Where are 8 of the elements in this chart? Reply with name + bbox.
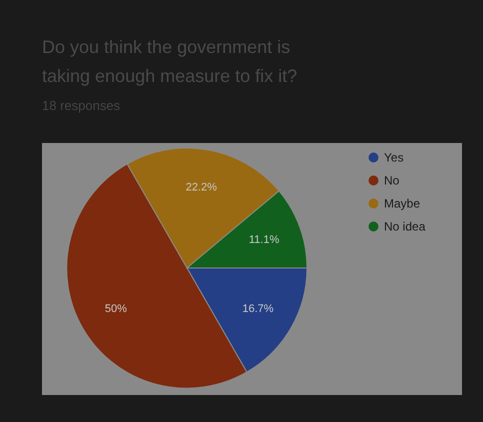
data-label: 16.7% xyxy=(242,303,274,316)
legend-label: No idea xyxy=(384,220,426,234)
data-label: 22.2% xyxy=(186,181,218,194)
legend-label: Yes xyxy=(384,150,404,164)
legend-label: No xyxy=(384,174,400,188)
legend-label: Maybe xyxy=(384,196,420,210)
data-label: 50% xyxy=(104,302,128,315)
data-label: 11.1% xyxy=(248,234,280,246)
